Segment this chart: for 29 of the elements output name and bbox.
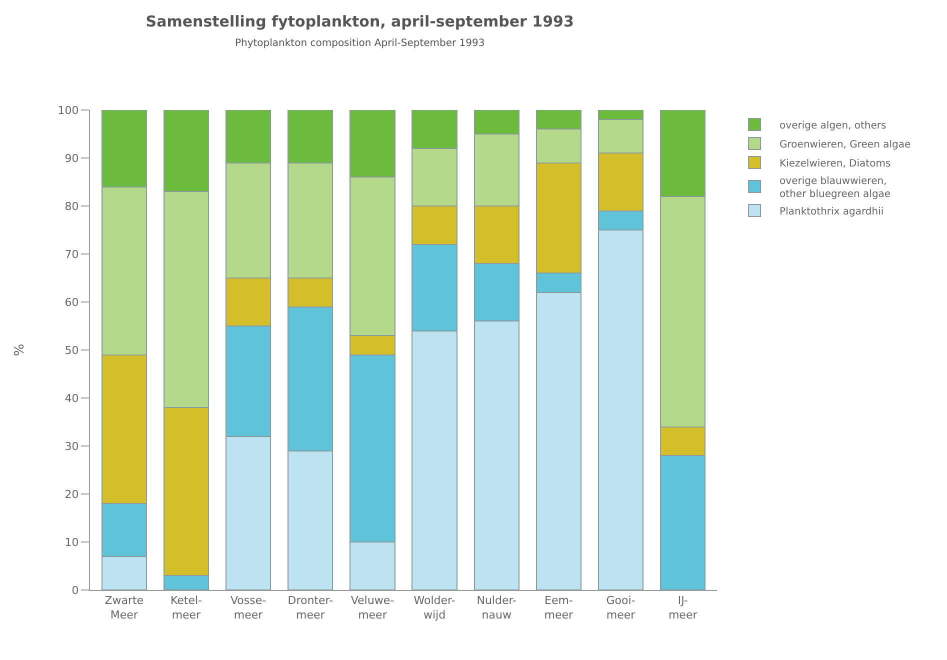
y-tick-label: 60	[64, 296, 79, 309]
legend-label: Planktothrix agardhii	[780, 206, 884, 218]
legend-label: overige blauwwieren, other bluegreen algae	[780, 176, 891, 200]
y-tick-label: 0	[72, 584, 79, 597]
legend-label: Kiezelwieren, Diatoms	[780, 158, 891, 170]
x-tick-label: Nulder- nauw	[476, 594, 517, 622]
y-tick-label: 40	[64, 392, 79, 405]
y-tick-label: 70	[64, 248, 79, 261]
x-tick-label: Ketel- meer	[170, 594, 202, 622]
y-tick-label: 20	[64, 488, 79, 501]
y-tick-label: 80	[64, 200, 79, 213]
x-tick-label: Veluwe- meer	[350, 594, 394, 622]
legend-label: overige algen, others	[780, 120, 886, 132]
x-tick-label: IJ- meer	[668, 594, 698, 622]
x-tick-label: Zwarte Meer	[104, 594, 144, 622]
y-axis-title: %	[12, 344, 28, 356]
y-tick-label: 10	[64, 536, 79, 549]
x-tick-label: Wolder- wijd	[414, 594, 456, 622]
y-tick-label: 50	[64, 344, 79, 357]
chart-title: Samenstelling fytoplankton, april-september 1993	[146, 12, 574, 30]
y-tick-label: 100	[58, 104, 79, 117]
y-tick-label: 30	[64, 440, 79, 453]
y-tick-label: 90	[64, 152, 79, 165]
x-tick-label: Eem- meer	[544, 594, 574, 622]
x-tick-label: Vosse- meer	[230, 594, 266, 622]
x-tick-label: Gooi- meer	[606, 594, 636, 622]
legend-label: Groenwieren, Green algae	[780, 139, 911, 150]
x-tick-label: Dronter- meer	[288, 594, 334, 622]
chart-subtitle: Phytoplankton composition April-September 1993	[234, 38, 485, 49]
